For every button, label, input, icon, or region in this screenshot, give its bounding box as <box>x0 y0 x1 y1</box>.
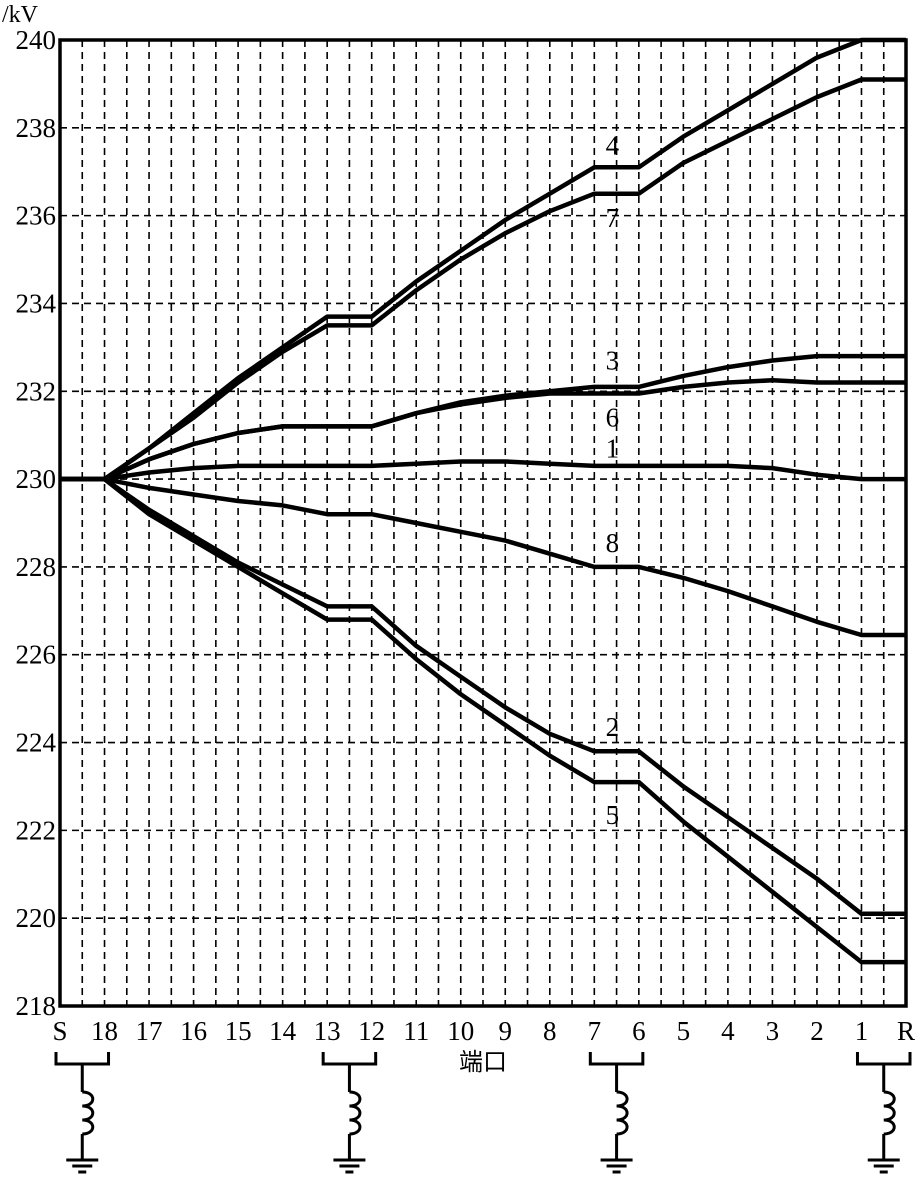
x-tick-label: 8 <box>543 1016 557 1046</box>
series-label-3: 3 <box>606 346 620 376</box>
series-label-8: 8 <box>606 528 620 558</box>
series-label-1: 1 <box>606 433 620 463</box>
series-line-2 <box>60 476 906 917</box>
x-tick-label: 17 <box>136 1016 163 1046</box>
x-tick-label: S <box>52 1016 67 1046</box>
series-lines <box>60 37 906 965</box>
x-tick-label: 12 <box>358 1016 385 1046</box>
x-tick-label: 18 <box>91 1016 118 1046</box>
x-tick-label: 5 <box>677 1016 691 1046</box>
y-tick-label: 218 <box>16 991 57 1021</box>
y-tick-label: 236 <box>16 201 57 231</box>
reactor-symbol <box>588 1052 645 1174</box>
y-tick-label: 228 <box>16 552 57 582</box>
x-tick-label: 9 <box>499 1016 513 1046</box>
x-tick-label: 10 <box>447 1016 474 1046</box>
reactor-symbol <box>54 1052 111 1174</box>
series-line-6 <box>60 378 906 482</box>
x-tick-label: 11 <box>403 1016 429 1046</box>
x-tick-label: 4 <box>721 1016 735 1046</box>
y-tick-label: 224 <box>16 728 57 758</box>
x-tick-label: 2 <box>810 1016 824 1046</box>
reactor-coil <box>883 1090 896 1136</box>
x-tick-label: 14 <box>269 1016 297 1046</box>
x-axis-tick-labels: S 18 17 16 15 14 13 12 11 10 9 8 7 6 5 4 3 2 1 R <box>52 1016 915 1046</box>
series-line-7 <box>60 77 906 482</box>
y-tick-label: 226 <box>16 640 57 670</box>
reactor-symbol <box>855 1052 912 1174</box>
reactor-coil <box>349 1090 362 1136</box>
y-tick-label: 232 <box>16 376 57 406</box>
x-axis-title: 端口 <box>459 1048 507 1076</box>
y-tick-label: 240 <box>16 25 57 55</box>
series-line-4 <box>60 37 906 482</box>
series-line-8 <box>60 476 906 638</box>
x-tick-label: 6 <box>632 1016 646 1046</box>
y-axis-tick-labels: 218 220 222 224 226 228 230 232 234 236 238 240 <box>16 25 57 1021</box>
series-label-5: 5 <box>606 800 620 830</box>
series-label-2: 2 <box>606 712 620 742</box>
x-tick-label: 13 <box>314 1016 341 1046</box>
x-tick-label: 16 <box>180 1016 207 1046</box>
series-line-1 <box>60 459 906 482</box>
x-tick-label: R <box>897 1016 915 1046</box>
shunt-reactors <box>54 1052 912 1174</box>
y-axis-unit-label: /kV <box>2 2 39 28</box>
y-tick-label: 220 <box>16 903 57 933</box>
x-tick-label: 1 <box>855 1016 869 1046</box>
y-tick-label: 238 <box>16 113 57 143</box>
bus-bracket <box>855 1052 912 1066</box>
bus-bracket <box>321 1052 378 1066</box>
reactor-coil <box>616 1090 629 1136</box>
series-line-5 <box>60 476 906 965</box>
bus-bracket <box>588 1052 645 1066</box>
x-tick-label: 3 <box>766 1016 780 1046</box>
series-label-4: 4 <box>606 130 620 160</box>
y-tick-label: 234 <box>16 288 57 318</box>
vertical-gridlines <box>81 40 885 1006</box>
reactor-symbol <box>321 1052 378 1174</box>
y-tick-label: 222 <box>16 815 57 845</box>
reactor-coil <box>82 1090 95 1136</box>
bus-bracket <box>54 1052 111 1066</box>
series-labels: 1 2 3 4 5 6 7 8 <box>606 130 620 830</box>
series-label-7: 7 <box>606 203 620 233</box>
x-tick-label: 15 <box>225 1016 252 1046</box>
series-label-6: 6 <box>606 403 620 433</box>
y-tick-label: 230 <box>16 464 57 494</box>
x-tick-label: 7 <box>588 1016 602 1046</box>
plot-frame <box>58 38 908 1008</box>
